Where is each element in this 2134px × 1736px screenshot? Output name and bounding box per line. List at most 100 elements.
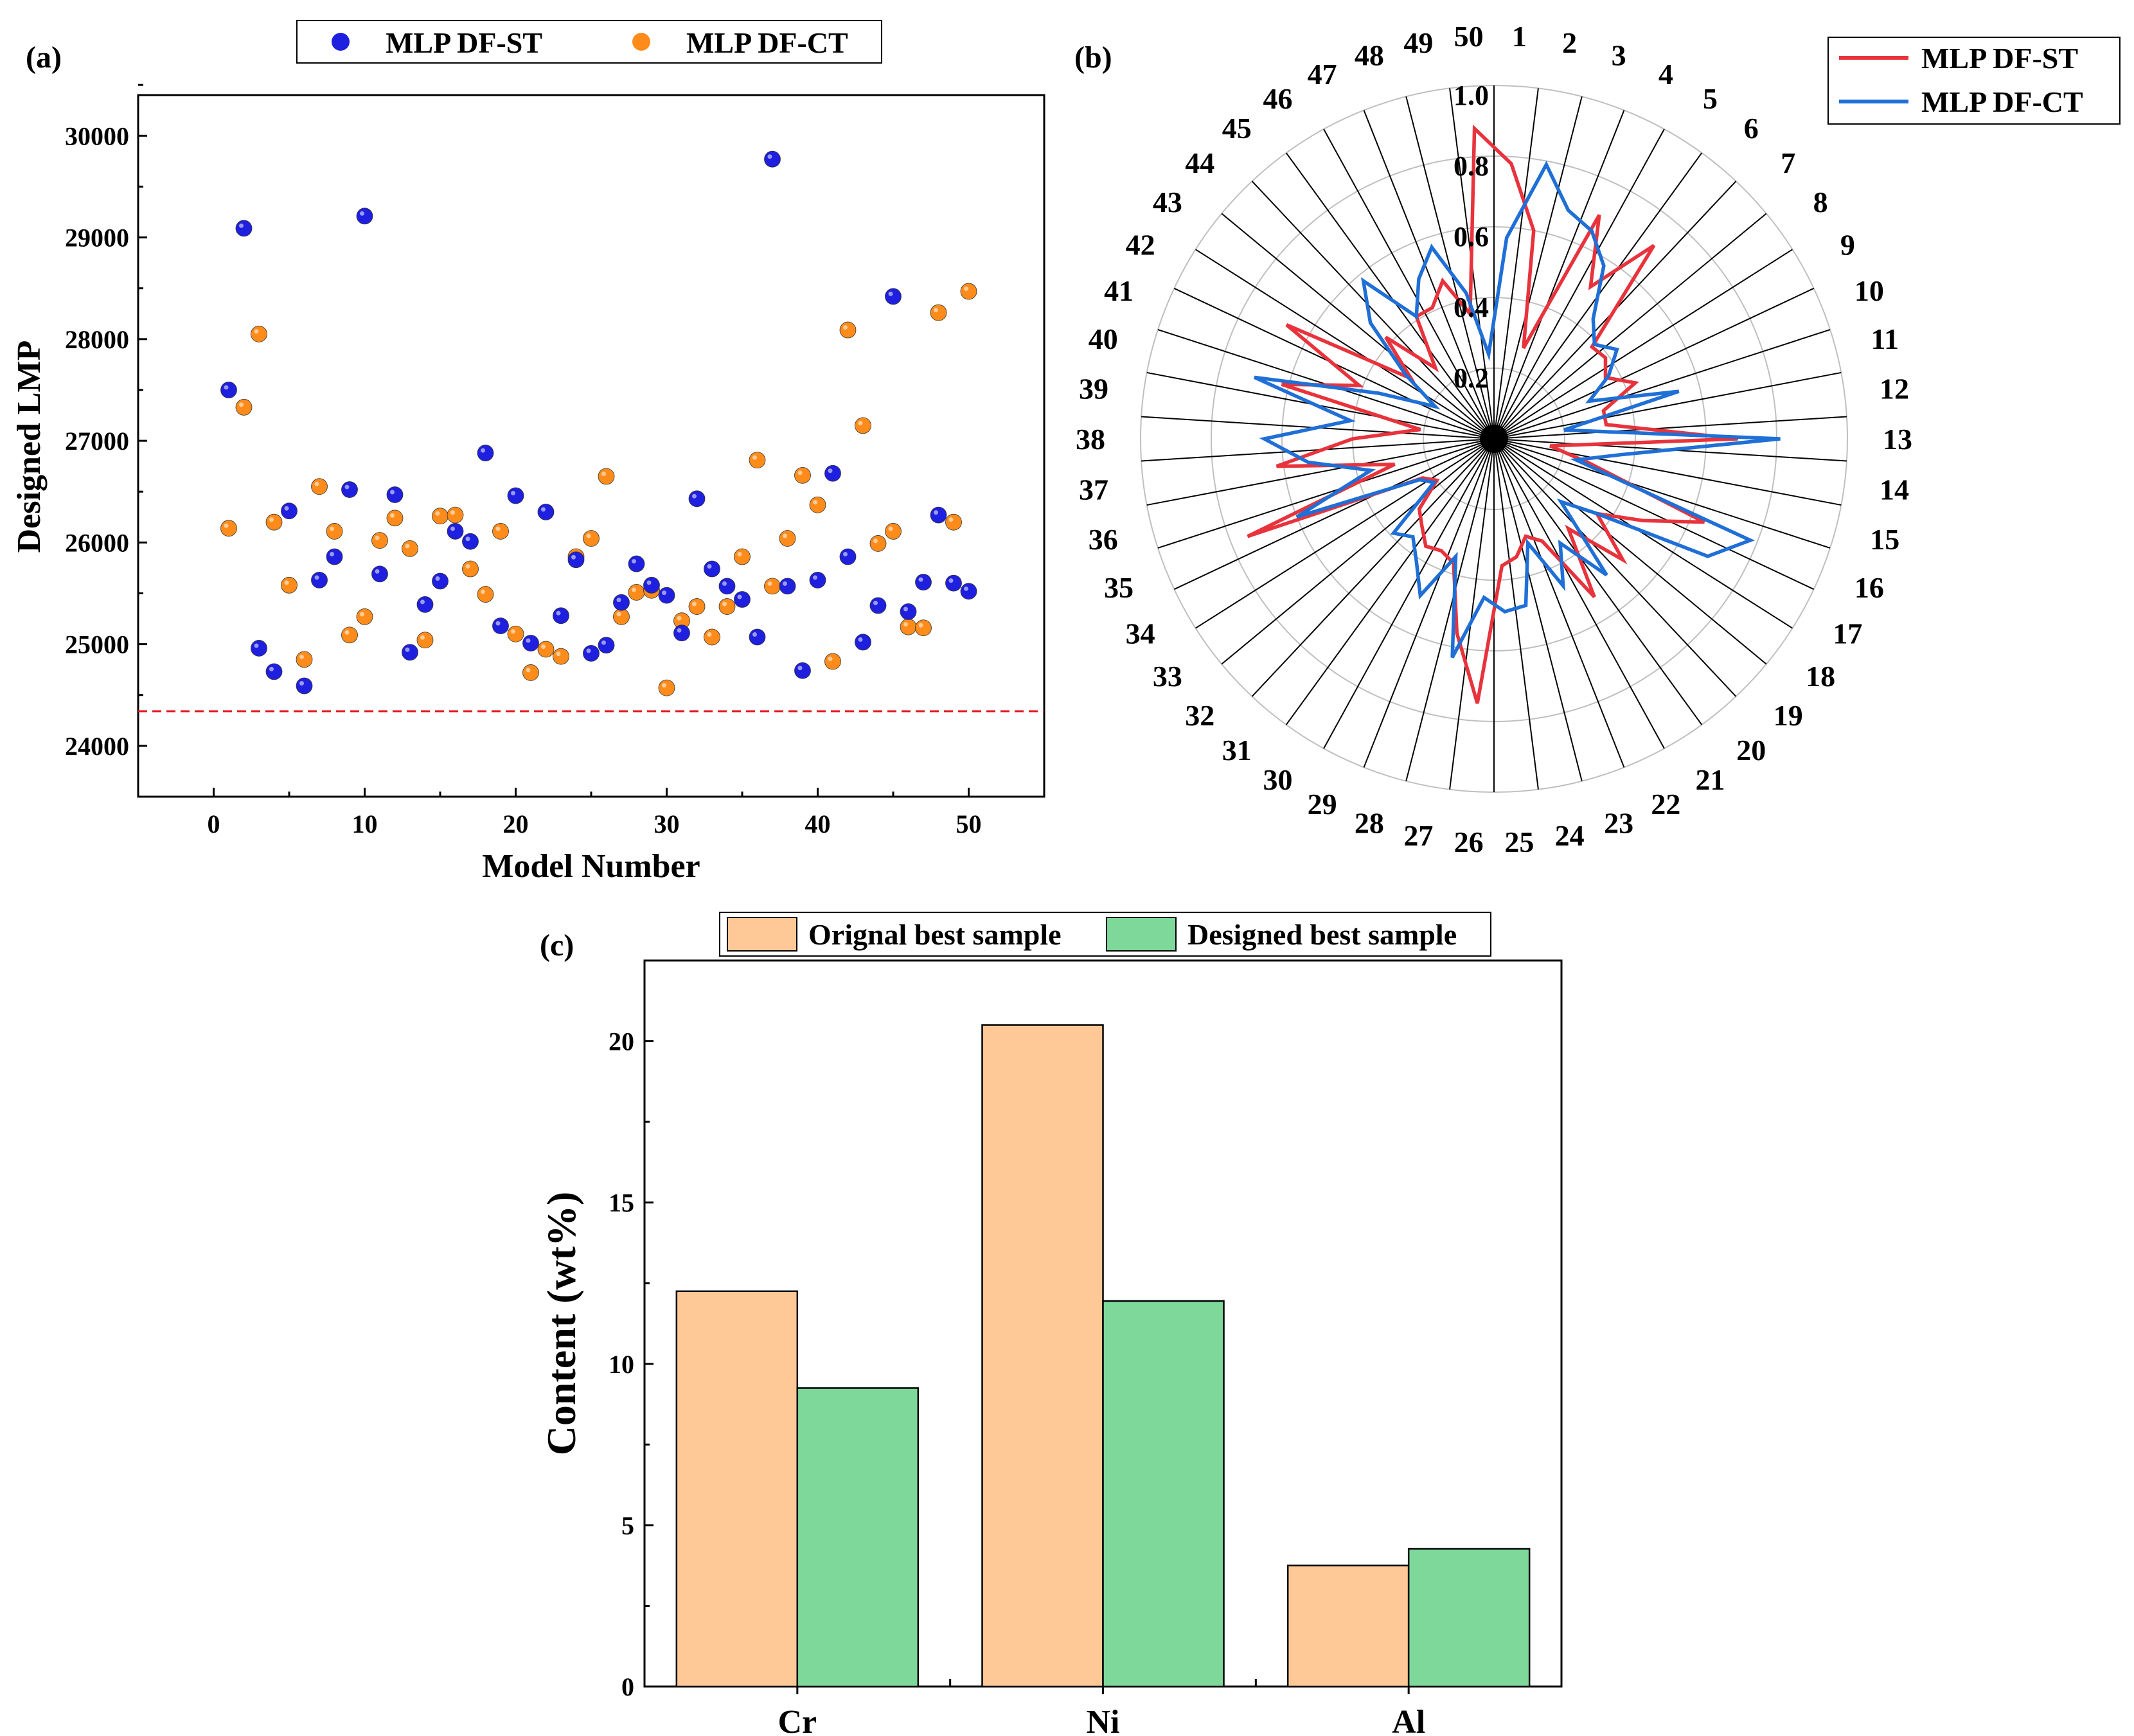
point-highlight — [390, 513, 395, 518]
legend-label-designed: Designed best sample — [1187, 918, 1457, 951]
bar-designed-al — [1407, 1548, 1531, 1688]
point-highlight — [964, 586, 968, 591]
point-mlp-df-st — [688, 490, 706, 508]
point-mlp-df-ct — [402, 540, 418, 557]
category-label: 9 — [1840, 228, 1855, 261]
point-mlp-df-ct — [915, 619, 932, 637]
point-mlp-df-ct — [251, 326, 267, 342]
point-mlp-df-ct — [522, 664, 539, 681]
r-tick-label: 0.4 — [1454, 292, 1489, 323]
point-highlight — [903, 607, 908, 612]
point-mlp-df-st — [537, 503, 555, 520]
point-mlp-df-st — [220, 382, 237, 398]
point-highlight — [420, 599, 425, 605]
point-highlight — [677, 616, 682, 621]
point-mlp-df-ct — [583, 530, 600, 547]
point-highlight — [239, 223, 244, 228]
category-label: 14 — [1880, 474, 1909, 506]
point-highlight — [707, 563, 712, 569]
point-mlp-df-st — [718, 578, 736, 595]
radar-spoke — [1449, 438, 1495, 790]
category-label: 18 — [1806, 660, 1835, 693]
category-label: 50 — [1454, 20, 1484, 53]
point-mlp-df-ct — [296, 651, 313, 668]
point-mlp-df-st — [960, 583, 977, 600]
point-mlp-df-st — [839, 548, 857, 565]
point-highlight — [390, 490, 395, 495]
point-highlight — [375, 535, 380, 540]
bar-y-ticks: 0 5 10 15 20 — [609, 1027, 654, 1701]
point-highlight — [783, 581, 787, 586]
radar-spoke — [1173, 438, 1495, 590]
y-tick-label: 15 — [609, 1189, 634, 1218]
scatter-panel: (a) 0 10 20 30 40 50 24000 25000 26000 27000 2800… — [11, 20, 1045, 885]
radar-spoke — [1493, 438, 1831, 549]
point-highlight — [948, 578, 954, 583]
bar-original-cr — [675, 1290, 799, 1688]
category-label: 42 — [1126, 228, 1155, 261]
category-label: 5 — [1703, 82, 1718, 115]
point-mlp-df-st — [251, 640, 267, 657]
category-label: 47 — [1308, 58, 1337, 91]
radar-spoke — [1493, 438, 1767, 665]
point-mlp-df-ct — [855, 417, 871, 434]
radar-spoke — [1146, 438, 1495, 506]
point-mlp-df-st — [311, 572, 328, 589]
point-mlp-df-st — [704, 560, 720, 578]
point-highlight — [420, 635, 425, 640]
point-highlight — [495, 526, 501, 531]
category-label: 10 — [1854, 274, 1884, 307]
point-mlp-df-ct — [416, 632, 434, 649]
point-highlight — [511, 629, 515, 634]
category-label: 3 — [1612, 39, 1626, 72]
point-mlp-df-ct — [492, 523, 509, 540]
category-label: 25 — [1504, 826, 1534, 858]
bar-panel-label: (c) — [540, 928, 574, 962]
point-mlp-df-st — [281, 502, 298, 520]
point-highlight — [284, 580, 289, 585]
legend-label-st: MLP DF-ST — [1921, 42, 2078, 75]
legend-label-ct: MLP DF-CT — [1921, 85, 2083, 118]
point-mlp-df-ct — [779, 530, 796, 547]
point-highlight — [616, 612, 621, 617]
radar-spoke — [1493, 88, 1539, 439]
bar-original-ni — [981, 1024, 1104, 1688]
category-label: 31 — [1222, 734, 1252, 766]
point-mlp-df-st — [432, 572, 449, 590]
point-highlight — [450, 526, 455, 531]
category-label: 40 — [1089, 323, 1118, 355]
radar-legend: MLP DF-ST MLP DF-CT — [1827, 37, 2121, 125]
point-highlight — [254, 643, 259, 648]
radar-spoke — [1493, 371, 1842, 439]
category-label: 24 — [1555, 819, 1585, 852]
y-tick-label: 25000 — [65, 630, 129, 659]
y-axis-title: Designed LMP — [11, 341, 48, 553]
category-label: 46 — [1263, 82, 1293, 115]
point-highlight — [918, 577, 923, 582]
bars — [675, 1024, 1531, 1688]
point-mlp-df-st — [553, 607, 569, 624]
legend-label-st: MLP DF-ST — [386, 26, 542, 59]
point-mlp-df-ct — [839, 321, 857, 339]
category-label: 29 — [1308, 788, 1337, 820]
point-mlp-df-st — [598, 637, 615, 654]
radar-spoke — [1493, 110, 1625, 439]
category-label: 30 — [1263, 763, 1293, 796]
bar-legend: Orignal best sample Designed best sample — [719, 912, 1491, 957]
category-label: 1 — [1512, 20, 1527, 53]
radar-center-dot — [1480, 425, 1508, 453]
radar-spoke — [1493, 329, 1831, 439]
point-mlp-df-st — [945, 574, 962, 592]
category-label: 28 — [1355, 806, 1384, 839]
category-label: 21 — [1695, 763, 1725, 796]
point-mlp-df-st — [764, 150, 781, 168]
radar-series — [1247, 124, 1781, 704]
y-tick-label: 20 — [609, 1027, 634, 1056]
point-highlight — [858, 420, 863, 425]
legend-box — [1827, 37, 2121, 125]
point-mlp-df-ct — [749, 452, 766, 469]
point-highlight — [541, 644, 546, 650]
point-mlp-df-st — [779, 578, 796, 595]
point-highlight — [601, 471, 606, 476]
point-mlp-df-ct — [658, 679, 675, 696]
